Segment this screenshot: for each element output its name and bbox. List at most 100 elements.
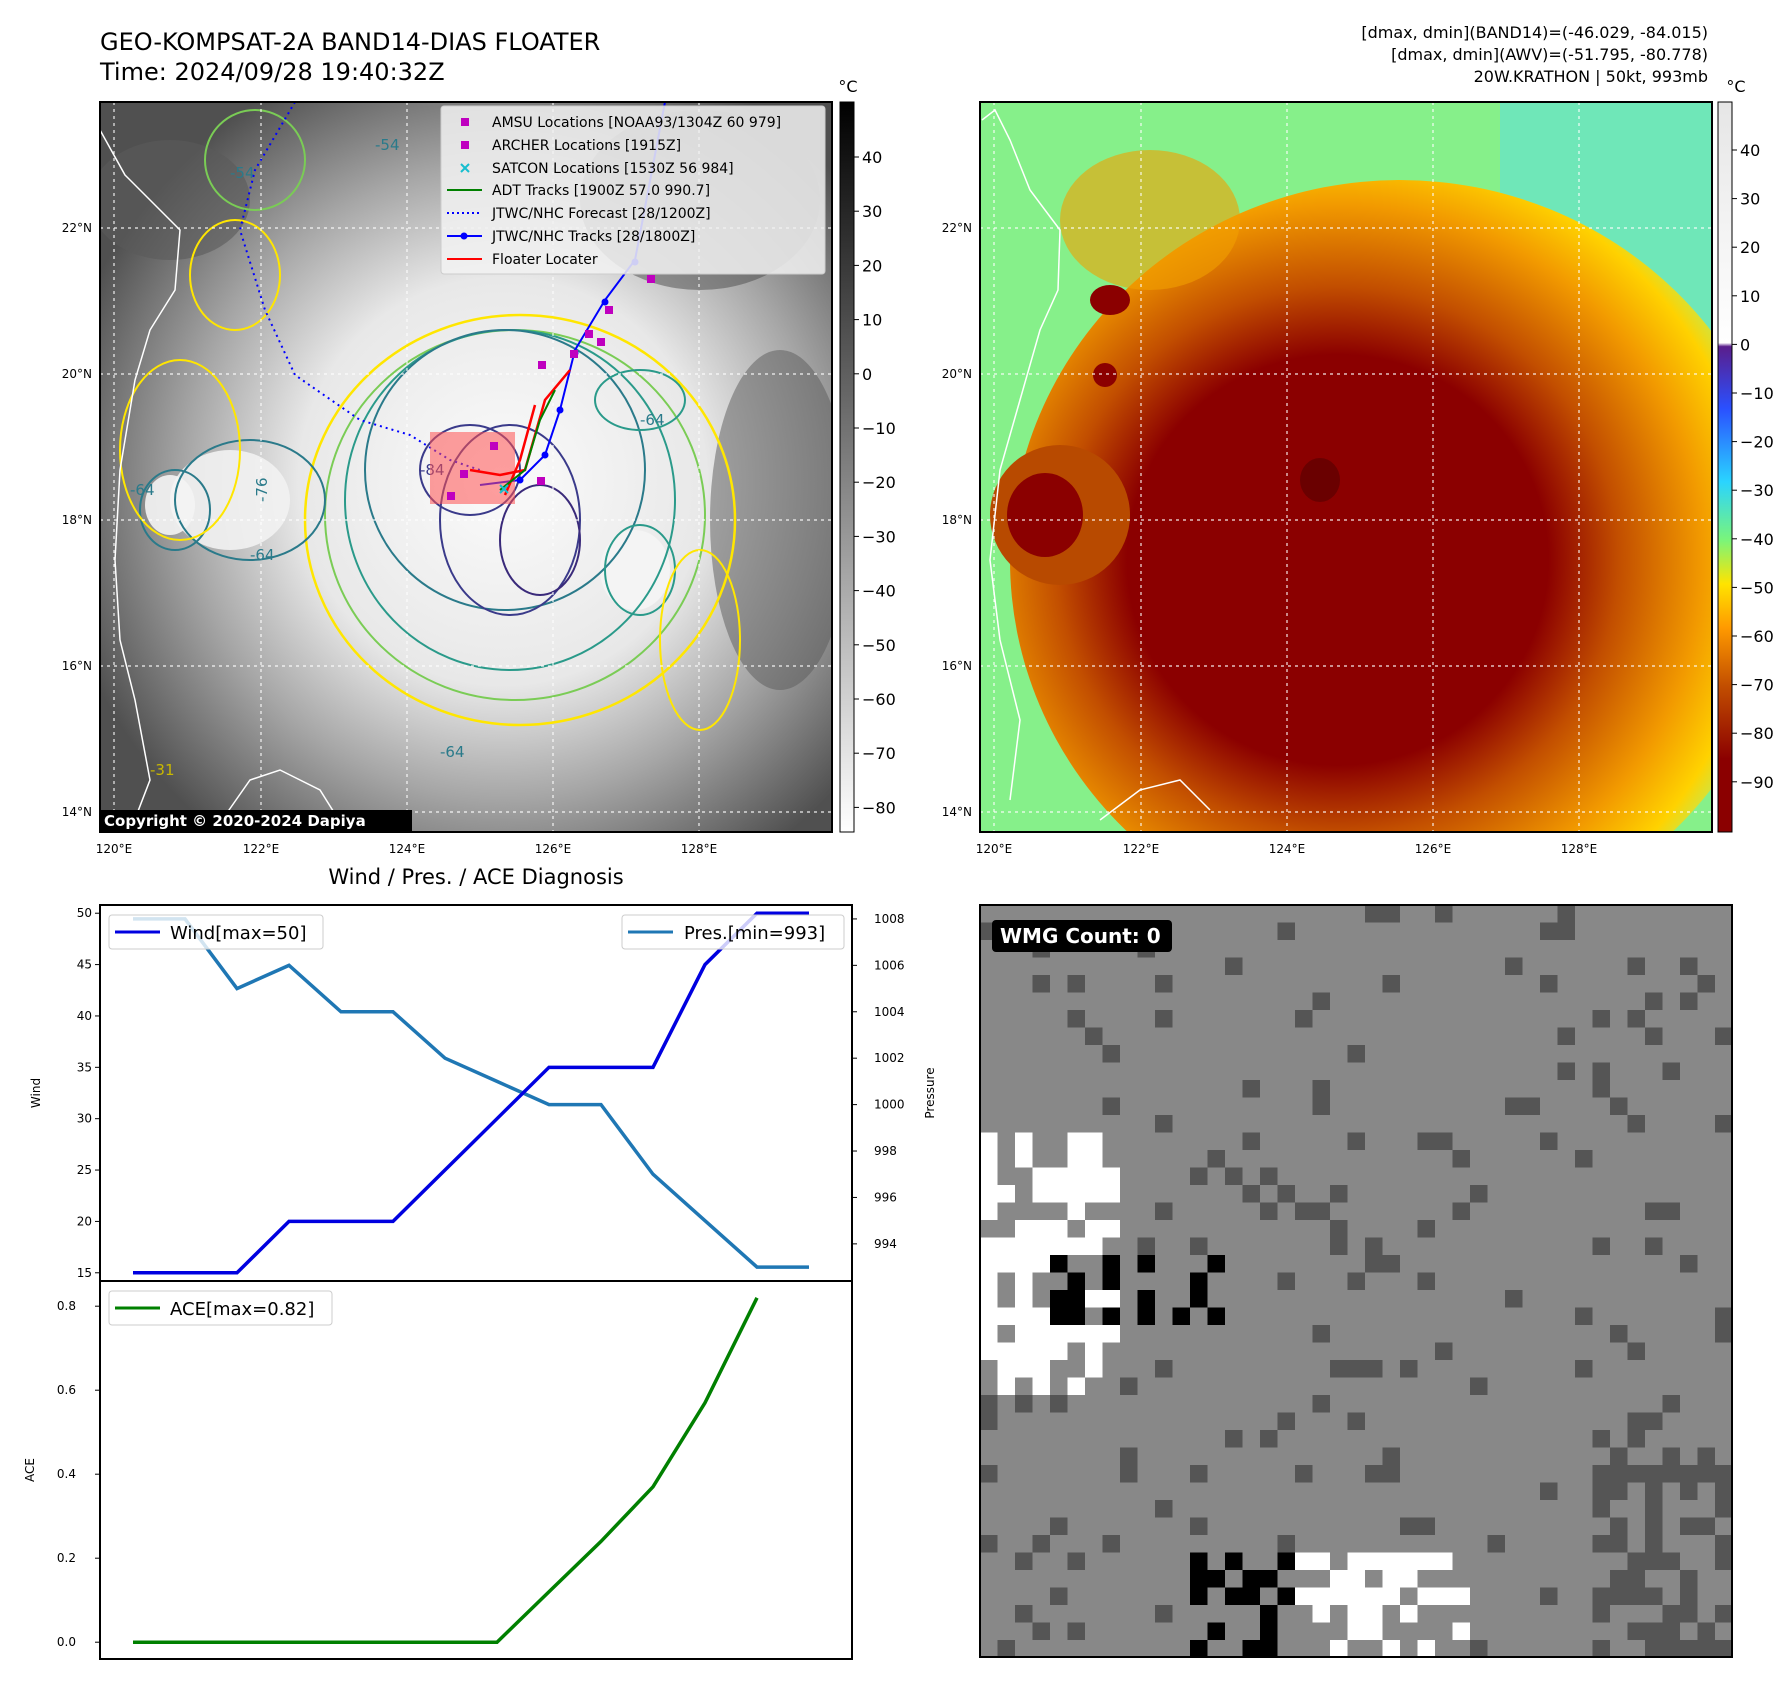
wmg-cell	[1610, 1325, 1628, 1343]
wmg-cell	[1085, 1027, 1103, 1045]
wmg-cell	[1592, 1237, 1610, 1255]
colorbar-unit: °C	[838, 77, 857, 96]
wmg-cell	[980, 1150, 998, 1168]
wmg-cell	[1330, 1360, 1348, 1378]
wind-tick-label: 35	[77, 1060, 92, 1074]
floater-box	[430, 432, 515, 504]
ir-map-panel: -54 -54 -64 -64 -64 -64 -76 -84 -31	[62, 101, 833, 856]
wmg-cell	[1225, 957, 1243, 975]
info-line-3: 20W.KRATHON | 50kt, 993mb	[1474, 67, 1708, 86]
wmg-cell	[980, 1342, 998, 1360]
awv-map-panel: 120°E 122°E 124°E 126°E 128°E 22°N 20°N …	[942, 101, 1713, 856]
wmg-cell	[1645, 1517, 1663, 1535]
wmg-cell	[1592, 1430, 1610, 1448]
wmg-cell	[1575, 1150, 1593, 1168]
wmg-cell	[1645, 1640, 1663, 1658]
wmg-cell	[980, 1465, 998, 1483]
wmg-cell	[1015, 1220, 1033, 1238]
wmg-cell	[1435, 905, 1453, 923]
wmg-cell	[1715, 1482, 1733, 1500]
title-line-2: Time: 2024/09/28 19:40:32Z	[99, 58, 445, 86]
wmg-cell	[1260, 1202, 1278, 1220]
wmg-cell	[1067, 1325, 1085, 1343]
wmg-cell	[1190, 1465, 1208, 1483]
legend-jtwc-tracks: JTWC/NHC Tracks [28/1800Z]	[491, 229, 695, 245]
legend-jtwc-forecast: JTWC/NHC Forecast [28/1200Z]	[491, 206, 711, 222]
wmg-cell	[1610, 1587, 1628, 1605]
pressure-tick-label: 998	[874, 1144, 897, 1158]
wmg-cell	[1277, 922, 1295, 940]
wmg-cell	[1645, 1500, 1663, 1518]
wmg-cell	[1067, 1377, 1085, 1395]
wmg-cell	[1347, 1412, 1365, 1430]
wmg-cell	[1697, 975, 1715, 993]
wmg-cell	[1697, 1517, 1715, 1535]
ace-series-line	[133, 1297, 759, 1644]
wmg-cell	[1085, 1220, 1103, 1238]
wmg-cell	[1050, 1220, 1068, 1238]
wmg-cell	[1207, 1622, 1225, 1640]
colorbar-tick-label: 20	[862, 256, 882, 275]
wmg-cell	[1032, 1325, 1050, 1343]
wmg-cell	[1295, 1465, 1313, 1483]
ace-chart: 0.0 0.2 0.4 0.6 0.8 ACE ACE[max=0.82]	[23, 1280, 853, 1660]
wmg-cell	[1365, 1465, 1383, 1483]
wmg-cell	[1190, 1167, 1208, 1185]
wmg-cell	[1330, 1587, 1348, 1605]
wmg-cell	[1102, 1097, 1120, 1115]
wmg-cell	[1032, 1307, 1050, 1325]
colorbar-tick-label: 30	[862, 202, 882, 221]
wmg-cell	[1697, 1640, 1715, 1658]
wmg-cell	[1312, 1587, 1330, 1605]
lat-tick: 16°N	[62, 659, 92, 673]
wmg-cell	[1382, 1465, 1400, 1483]
colorbar-ir: °C 40 30 20 10 0 −10 −20 −30 −40 −50 −60 −70 −80	[838, 77, 896, 833]
wmg-cell	[1435, 1587, 1453, 1605]
wmg-cell	[1662, 1465, 1680, 1483]
colorbar-tick-label: −10	[862, 419, 896, 438]
wmg-cell	[1715, 1552, 1733, 1570]
wmg-cell	[1102, 1290, 1120, 1308]
wmg-cell	[1645, 1482, 1663, 1500]
wmg-cell	[1067, 1185, 1085, 1203]
wmg-cell	[1715, 1500, 1733, 1518]
pressure-series-line	[133, 917, 809, 1269]
wmg-cell	[1102, 1167, 1120, 1185]
wmg-cell	[1627, 1342, 1645, 1360]
wmg-cell	[1382, 975, 1400, 993]
wmg-cell	[1190, 1237, 1208, 1255]
wmg-cell	[1102, 1272, 1120, 1290]
wmg-cell	[1067, 1167, 1085, 1185]
wmg-cell	[1435, 1552, 1453, 1570]
wmg-cell	[1680, 1517, 1698, 1535]
wmg-cell	[1242, 1570, 1260, 1588]
wmg-cell	[1645, 1622, 1663, 1640]
wmg-cell	[1102, 1185, 1120, 1203]
wmg-cell	[980, 1535, 998, 1553]
lat-tick: 16°N	[942, 659, 972, 673]
wmg-cell	[1015, 1552, 1033, 1570]
wmg-cell	[1015, 1342, 1033, 1360]
colorbar-tick-label: 20	[1740, 238, 1760, 257]
wmg-cell	[1680, 1605, 1698, 1623]
lat-tick: 14°N	[942, 805, 972, 819]
wmg-cell	[1435, 1132, 1453, 1150]
wmg-cell	[1592, 1500, 1610, 1518]
wmg-count-label: WMG Count: 0	[1000, 924, 1161, 948]
wmg-cell	[1365, 1605, 1383, 1623]
wmg-cell	[1015, 1307, 1033, 1325]
colorbar-tick-label: −20	[1740, 433, 1774, 452]
wmg-cell	[980, 1132, 998, 1150]
wmg-cell	[1260, 1640, 1278, 1658]
lon-tick: 126°E	[1415, 842, 1452, 856]
wmg-cell	[1365, 905, 1383, 923]
wmg-cell	[1155, 1360, 1173, 1378]
wmg-cell	[1015, 1255, 1033, 1273]
wmg-cell	[1102, 1325, 1120, 1343]
wind-legend-label: Wind[max=50]	[170, 923, 307, 944]
colorbar-tick-label: −30	[862, 527, 896, 546]
wmg-cell	[1662, 1202, 1680, 1220]
wmg-cell	[1610, 1465, 1628, 1483]
ace-axis-label: ACE	[23, 1458, 37, 1482]
wmg-cell	[1452, 1587, 1470, 1605]
